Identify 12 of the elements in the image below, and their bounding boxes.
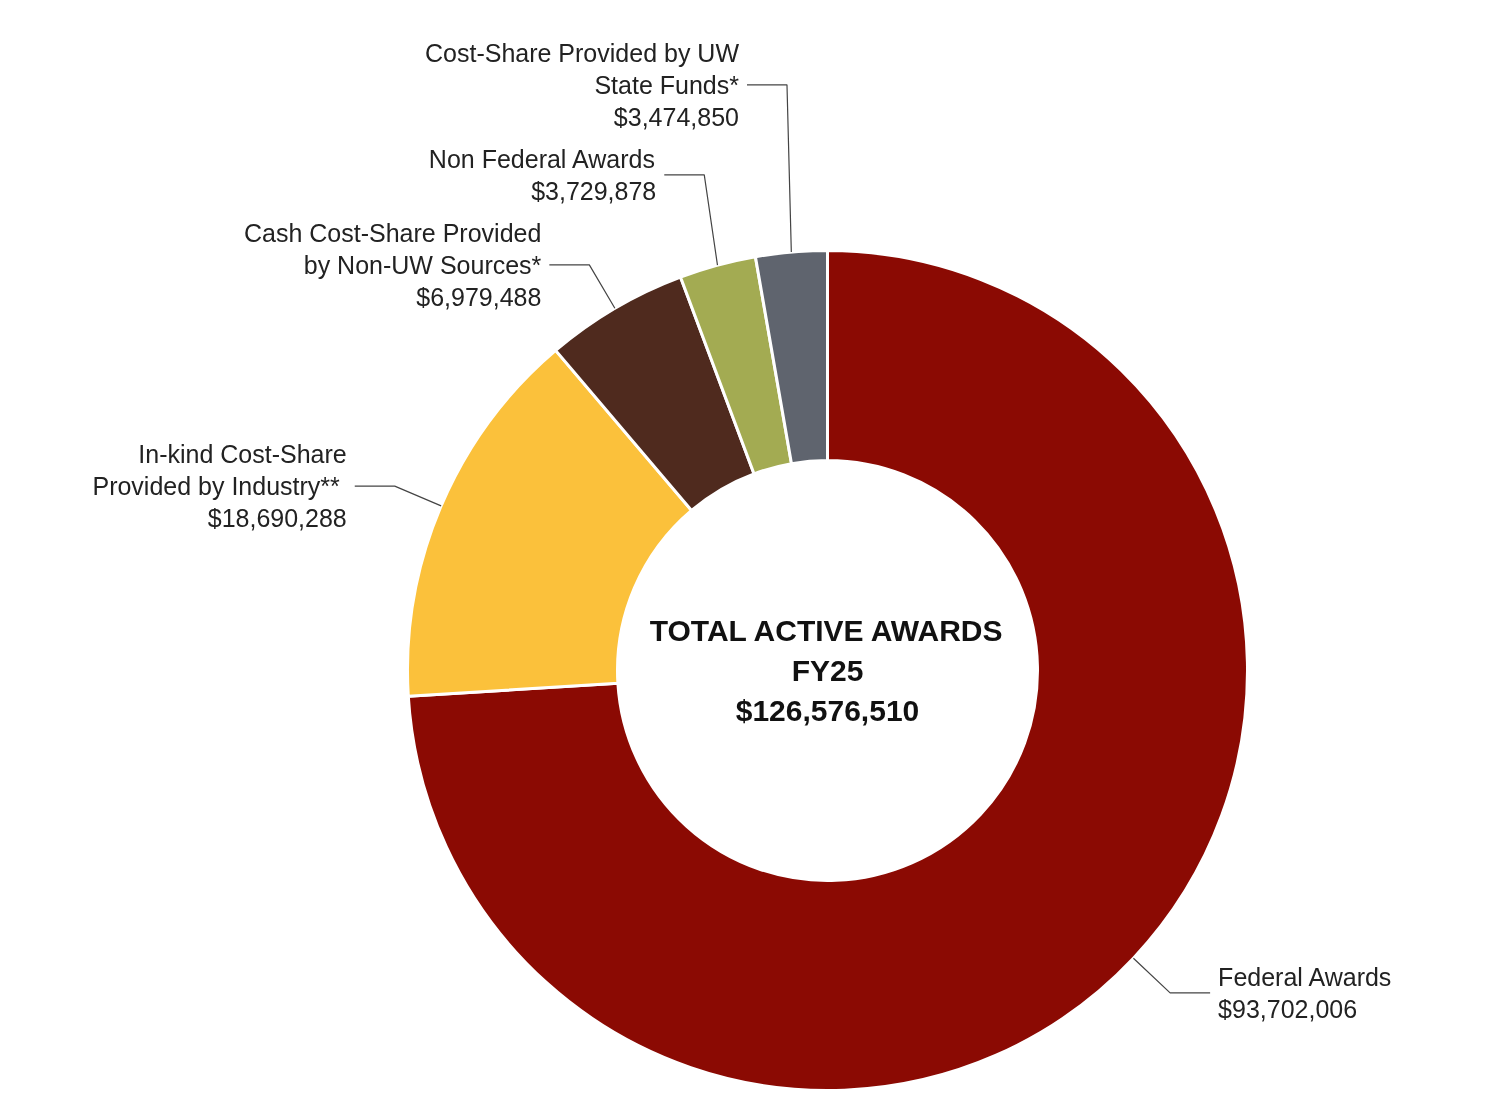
data-label: $3,729,878 (531, 176, 657, 205)
slice-label: Federal Awards (1218, 962, 1392, 991)
slice-label: Cash Cost-Share Provided by Non-UW Sources* (243, 218, 542, 279)
text: TOTAL ACTIVE AWARDS FY25 (649, 614, 1003, 687)
data-label: $3,474,850 (613, 102, 739, 131)
data-label: $6,979,488 (416, 282, 542, 311)
data-label: $93,702,006 (1218, 994, 1358, 1023)
slice-label: In-kind Cost-Share Provided by Industry** (92, 440, 347, 501)
slice-label: Cost-Share Provided by UW State Funds* (424, 38, 740, 99)
data-label: $18,690,288 (207, 504, 347, 533)
slice-label: Non Federal Awards (428, 144, 655, 173)
text: $126,576,510 (735, 694, 920, 727)
